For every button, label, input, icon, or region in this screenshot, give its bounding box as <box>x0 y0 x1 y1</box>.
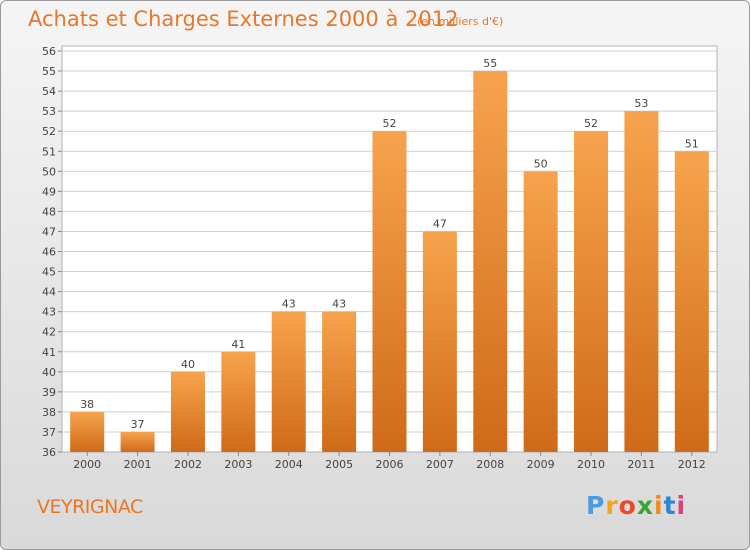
y-tick-label: 43 <box>42 306 56 319</box>
data-label: 37 <box>131 418 145 431</box>
bar <box>422 231 457 452</box>
logo-letter: t <box>663 491 677 520</box>
bar <box>574 131 609 452</box>
bar <box>372 131 407 452</box>
x-tick-label: 2004 <box>275 458 303 471</box>
x-tick-label: 2001 <box>124 458 152 471</box>
data-label: 51 <box>685 137 699 150</box>
y-tick-label: 49 <box>42 185 56 198</box>
x-tick-label: 2010 <box>577 458 605 471</box>
data-label: 47 <box>433 217 447 230</box>
data-label: 50 <box>534 157 548 170</box>
bar <box>624 111 659 453</box>
bars: 38 37 40 41 43 43 52 47 55 50 52 53 51 <box>70 57 709 453</box>
y-tick-label: 48 <box>42 205 56 218</box>
y-tick-label: 45 <box>42 266 56 279</box>
x-tick-label: 2007 <box>426 458 454 471</box>
bar <box>120 431 155 452</box>
x-tick-label: 2003 <box>224 458 252 471</box>
y-tick-label: 55 <box>42 65 56 78</box>
y-tick-label: 56 <box>42 45 56 58</box>
y-tick-label: 39 <box>42 386 56 399</box>
y-tick-label: 36 <box>42 446 56 459</box>
x-tick-label: 2011 <box>627 458 655 471</box>
bar <box>523 171 558 453</box>
x-axis-ticks: 2000 2001 2002 2003 2004 2005 2006 2007 2008 2009… <box>73 452 706 471</box>
chart-title: Achats et Charges Externes 2000 à 2012 <box>28 7 459 31</box>
y-tick-label: 54 <box>42 85 56 98</box>
y-tick-label: 44 <box>42 286 56 299</box>
logo-letter: P <box>586 491 606 520</box>
y-tick-label: 38 <box>42 406 56 419</box>
bar <box>271 311 306 452</box>
data-label: 55 <box>483 57 497 70</box>
logo-letter: x <box>636 491 654 520</box>
y-tick-label: 46 <box>42 246 56 259</box>
bar <box>170 371 205 452</box>
data-label: 41 <box>231 338 245 351</box>
logo-letter: r <box>605 491 619 520</box>
x-tick-label: 2009 <box>527 458 555 471</box>
x-tick-label: 2006 <box>376 458 404 471</box>
y-tick-label: 42 <box>42 326 56 339</box>
y-tick-label: 41 <box>42 346 56 359</box>
logo-letter: i <box>676 491 687 520</box>
x-tick-label: 2005 <box>325 458 353 471</box>
bar <box>473 71 508 453</box>
location-name: VEYRIGNAC <box>37 496 143 518</box>
x-tick-label: 2002 <box>174 458 202 471</box>
y-tick-label: 51 <box>42 145 56 158</box>
data-label: 43 <box>282 298 296 311</box>
x-tick-label: 2008 <box>476 458 504 471</box>
data-label: 52 <box>383 117 397 130</box>
data-label: 53 <box>634 97 648 110</box>
logo-letter: o <box>618 491 637 520</box>
data-label: 43 <box>332 298 346 311</box>
bar <box>221 351 256 452</box>
y-tick-label: 52 <box>42 125 56 138</box>
x-tick-label: 2012 <box>678 458 706 471</box>
bar <box>70 411 105 452</box>
proxiti-logo[interactable]: Proxiti <box>586 491 686 520</box>
data-label: 38 <box>80 398 94 411</box>
data-label: 40 <box>181 358 195 371</box>
bar <box>674 151 709 452</box>
chart-subtitle: (en milliers d'€) <box>417 15 504 28</box>
bar <box>322 311 357 452</box>
y-axis-ticks: 36 37 38 39 40 41 42 43 44 45 46 47 48 49 50 51 52 53 54 55… <box>42 45 62 459</box>
y-tick-label: 47 <box>42 225 56 238</box>
y-tick-label: 50 <box>42 165 56 178</box>
y-tick-label: 53 <box>42 105 56 118</box>
data-label: 52 <box>584 117 598 130</box>
y-tick-label: 37 <box>42 426 56 439</box>
y-tick-label: 40 <box>42 366 56 379</box>
logo-letter: i <box>654 491 664 520</box>
x-tick-label: 2000 <box>73 458 101 471</box>
